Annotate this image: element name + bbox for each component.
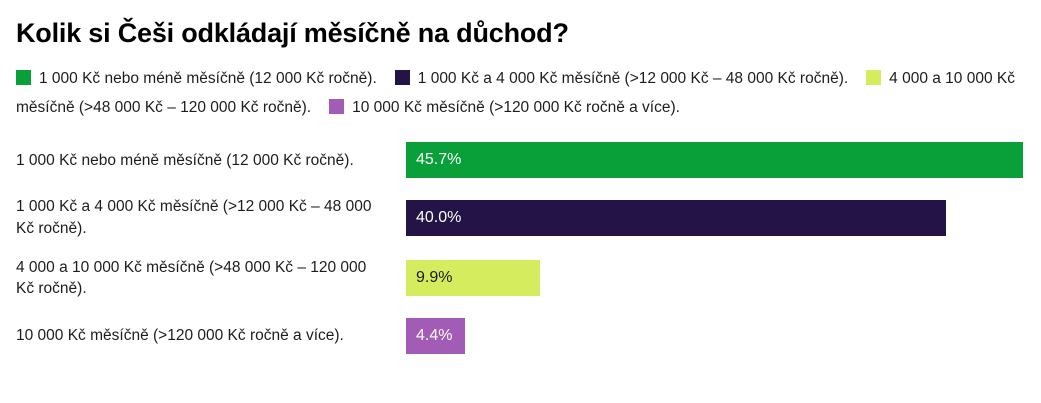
bar: 9.9% xyxy=(406,260,540,297)
legend-label: 1 000 Kč a 4 000 Kč měsíčně (>12 000 Kč … xyxy=(417,70,849,87)
legend-item: 4 000 a 10 000 Kč měsíčně (>48 000 Kč – … xyxy=(16,70,1015,116)
legend-item: 1 000 Kč nebo méně měsíčně (12 000 Kč ro… xyxy=(16,70,377,87)
row-label: 1 000 Kč a 4 000 Kč měsíčně (>12 000 Kč … xyxy=(16,198,372,237)
legend-label: 4 000 a 10 000 Kč měsíčně (>48 000 Kč – … xyxy=(16,70,1015,116)
legend-item: 1 000 Kč a 4 000 Kč měsíčně (>12 000 Kč … xyxy=(394,70,849,87)
chart-row: 4 000 a 10 000 Kč měsíčně (>48 000 Kč – … xyxy=(16,257,1023,300)
chart-title: Kolik si Češi odkládají měsíčně na důcho… xyxy=(16,18,569,48)
legend-label: 10 000 Kč měsíčně (>120 000 Kč ročně a v… xyxy=(352,98,680,116)
bar-chart: 1 000 Kč nebo méně měsíčně (12 000 Kč ro… xyxy=(16,142,1023,354)
bar-value-label: 4.4% xyxy=(416,326,453,344)
bar: 40.0% xyxy=(406,199,947,236)
bar-track: 40.0% xyxy=(406,199,1023,236)
bar-value-label: 40.0% xyxy=(416,208,462,226)
legend-swatch xyxy=(394,70,410,85)
bar: 4.4% xyxy=(406,317,466,354)
legend-swatch xyxy=(329,98,345,114)
row-label: 1 000 Kč nebo méně měsíčně (12 000 Kč ro… xyxy=(16,151,354,169)
chart-row: 1 000 Kč a 4 000 Kč měsíčně (>12 000 Kč … xyxy=(16,196,1023,239)
bar-value-label: 9.9% xyxy=(416,269,453,287)
chart-row: 1 000 Kč nebo méně měsíčně (12 000 Kč ro… xyxy=(16,142,1023,179)
row-label: 10 000 Kč měsíčně (>120 000 Kč ročně a v… xyxy=(16,327,344,345)
legend-label: 1 000 Kč nebo méně měsíčně (12 000 Kč ro… xyxy=(39,70,377,87)
legend-swatch xyxy=(866,70,882,85)
legend-item: 10 000 Kč měsíčně (>120 000 Kč ročně a v… xyxy=(329,98,680,116)
bar-track: 45.7% xyxy=(406,142,1023,179)
legend: 1 000 Kč nebo méně měsíčně (12 000 Kč ro… xyxy=(16,65,1021,122)
row-label: 4 000 a 10 000 Kč měsíčně (>48 000 Kč – … xyxy=(16,259,367,298)
bar-track: 4.4% xyxy=(406,317,1023,354)
legend-swatch xyxy=(16,70,31,85)
bar-track: 9.9% xyxy=(406,260,1023,297)
bar-value-label: 45.7% xyxy=(416,151,462,169)
bar: 45.7% xyxy=(406,142,1023,179)
chart-row: 10 000 Kč měsíčně (>120 000 Kč ročně a v… xyxy=(16,317,1023,354)
